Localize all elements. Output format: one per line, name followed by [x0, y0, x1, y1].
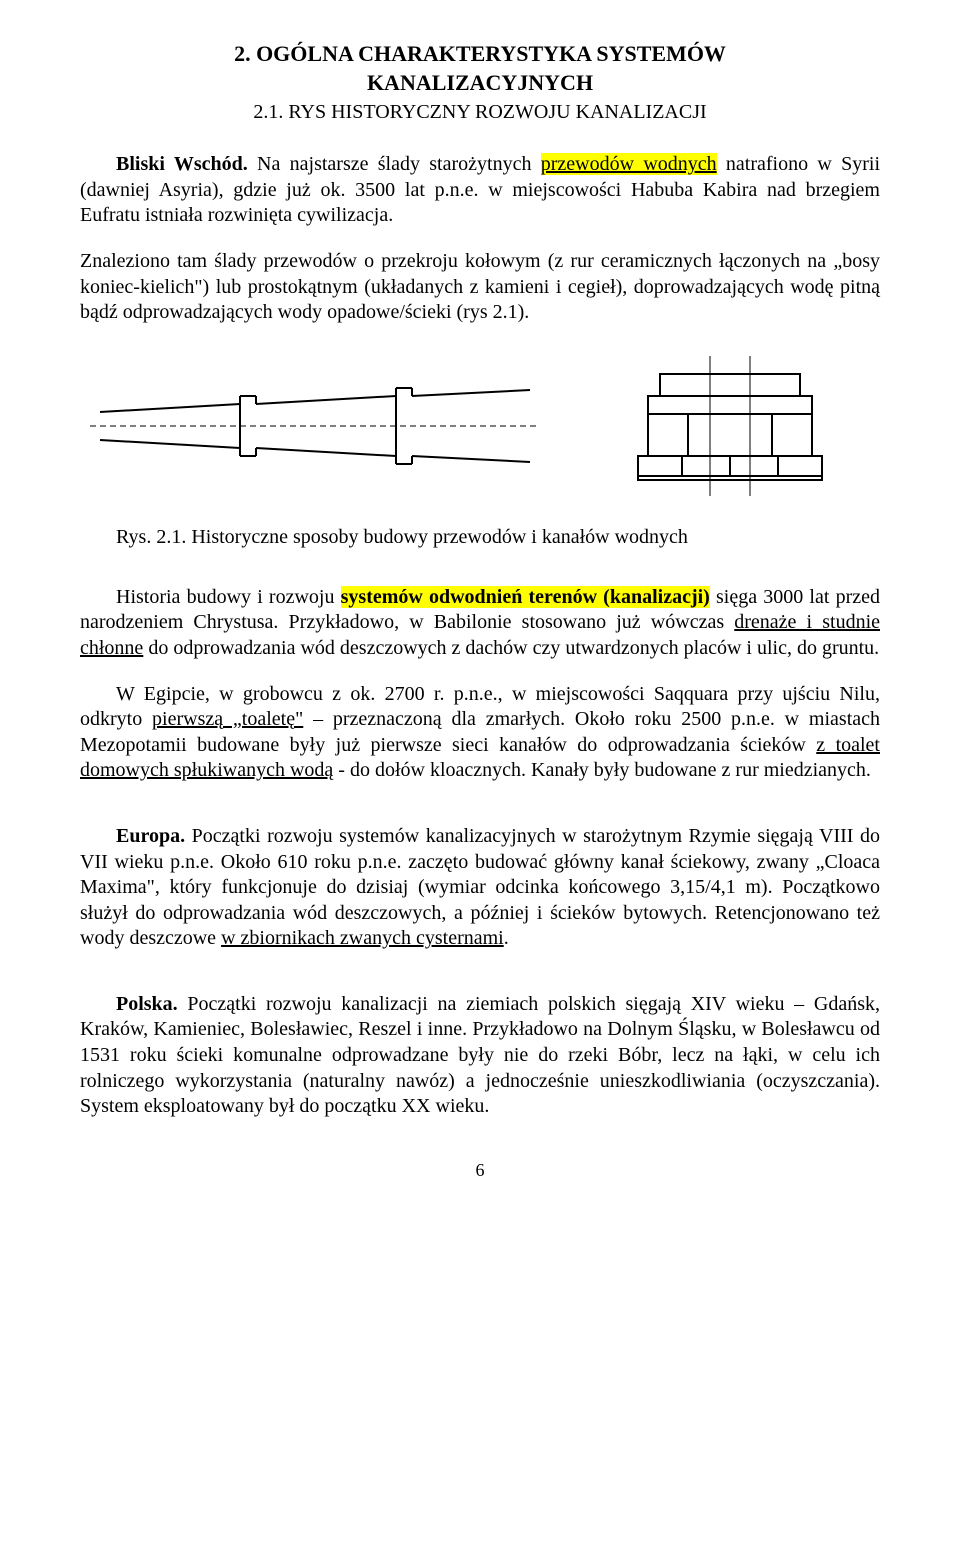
p3-pre: Historia budowy i rozwoju: [116, 586, 341, 608]
paragraph-4: W Egipcie, w grobowcu z ok. 2700 r. p.n.…: [80, 682, 880, 784]
paragraph-2: Znaleziono tam ślady przewodów o przekro…: [80, 249, 880, 326]
p5-underline-1: w zbiornikach zwanych cysternami: [221, 927, 504, 949]
chapter-title: 2. OGÓLNA CHARAKTERYSTYKA SYSTEMÓW KANAL…: [80, 40, 880, 97]
p4-underline-1: pierwszą „toaletę": [152, 708, 303, 730]
p3-highlight: systemów odwodnień terenów (kanalizacji): [341, 586, 710, 608]
p5-lead: Europa.: [116, 825, 185, 847]
p6-lead: Polska.: [116, 993, 178, 1015]
spacer: [80, 972, 880, 992]
title-line-1: 2. OGÓLNA CHARAKTERYSTYKA SYSTEMÓW: [234, 41, 726, 66]
paragraph-3: Historia budowy i rozwoju systemów odwod…: [80, 585, 880, 662]
figure-2-1: [80, 346, 880, 506]
p3-post-b: do odprowadzania wód deszczowych z dachó…: [143, 637, 879, 659]
figure-caption: Rys. 2.1. Historyczne sposoby budowy prz…: [80, 526, 880, 549]
figure-svg: [80, 346, 880, 506]
page-number: 6: [80, 1160, 880, 1181]
p1-highlight: przewodów wodnych: [541, 153, 717, 175]
p1-lead: Bliski Wschód.: [116, 153, 248, 175]
paragraph-1: Bliski Wschód. Na najstarsze ślady staro…: [80, 152, 880, 229]
spacer: [80, 804, 880, 824]
p6-a: Początki rozwoju kanalizacji na ziemiach…: [80, 993, 880, 1117]
p4-c: - do dołów kloacznych. Kanały były budow…: [333, 759, 871, 781]
section-subtitle: 2.1. RYS HISTORYCZNY ROZWOJU KANALIZACJI: [80, 101, 880, 124]
paragraph-6: Polska. Początki rozwoju kanalizacji na …: [80, 992, 880, 1120]
document-page: 2. OGÓLNA CHARAKTERYSTYKA SYSTEMÓW KANAL…: [0, 0, 960, 1221]
paragraph-5: Europa. Początki rozwoju systemów kanali…: [80, 824, 880, 952]
title-line-2: KANALIZACYJNYCH: [367, 70, 593, 95]
p1-pre: Na najstarsze ślady starożytnych: [248, 153, 541, 175]
p5-b: .: [504, 927, 509, 949]
